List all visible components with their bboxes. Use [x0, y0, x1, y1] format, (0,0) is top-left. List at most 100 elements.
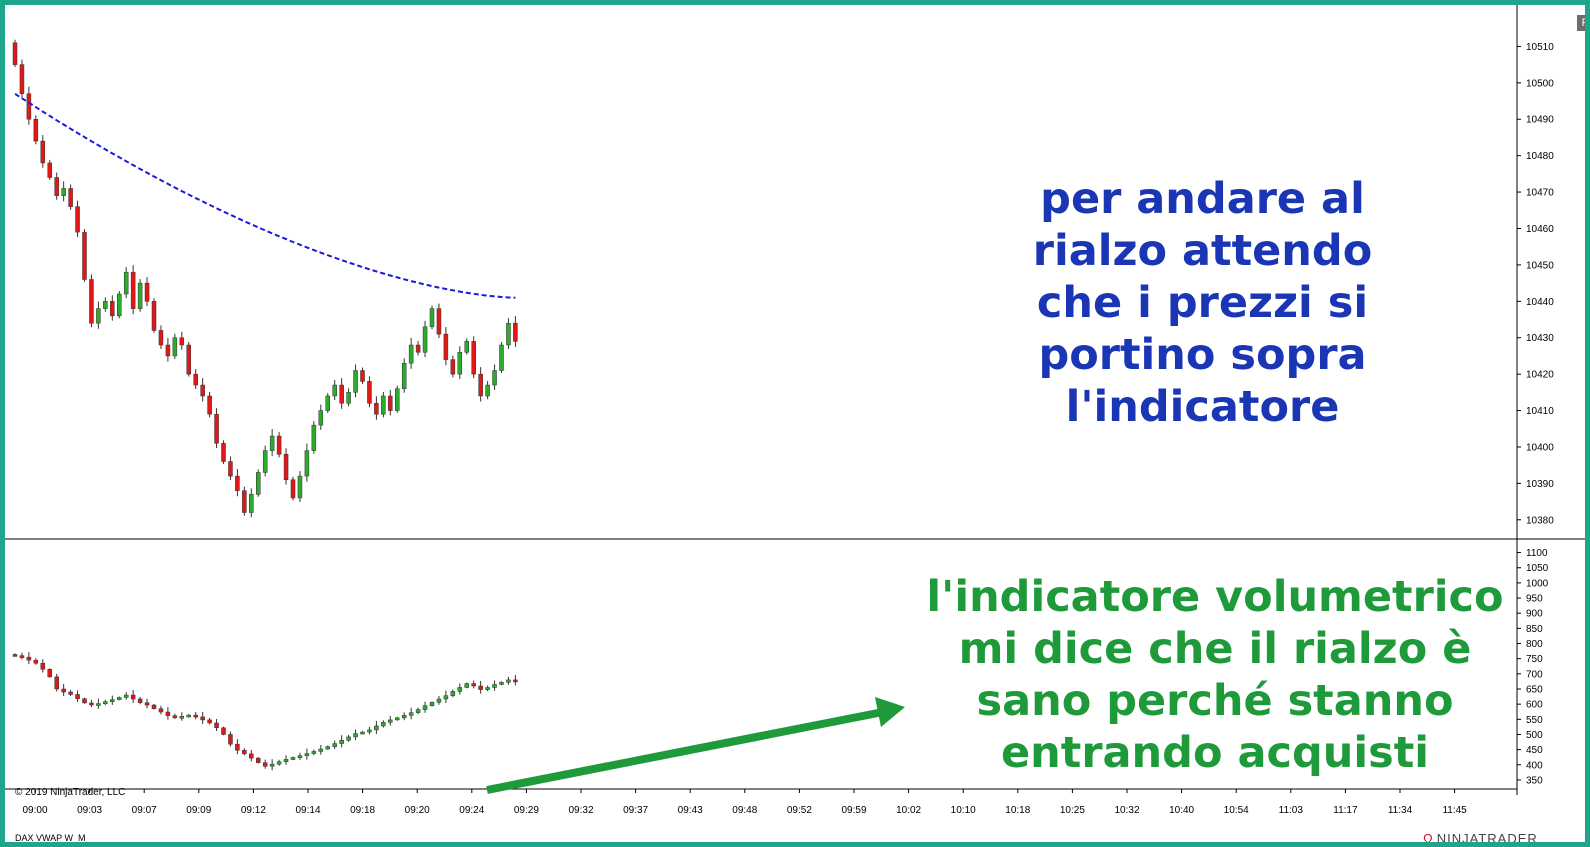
price-y-tick-label: 10510 — [1526, 42, 1554, 53]
volume-candle — [228, 734, 233, 745]
price-candle — [485, 384, 490, 397]
price-candle — [68, 188, 73, 207]
x-tick-label: 10:10 — [951, 805, 976, 816]
x-tick-label: 09:18 — [350, 805, 375, 816]
x-tick-label: 10:54 — [1224, 805, 1249, 816]
volume-candle — [89, 702, 94, 706]
price-y-tick-label: 10450 — [1526, 260, 1554, 271]
price-y-tick-label: 10440 — [1526, 297, 1554, 308]
x-tick-label: 11:17 — [1333, 805, 1358, 816]
chart-canvas[interactable]: 10380 10390 10400 10410 10420 10430 10440 10450… — [5, 5, 1585, 842]
price-candle — [506, 322, 511, 346]
volume-y-tick-label: 650 — [1526, 684, 1543, 695]
volume-candle — [33, 659, 39, 664]
volume-y-tick-label: 700 — [1526, 669, 1543, 680]
volume-candle — [318, 748, 324, 752]
x-tick-label: 11:34 — [1388, 805, 1413, 816]
price-candle — [346, 392, 351, 404]
price-candle — [82, 231, 87, 280]
price-candle — [256, 472, 261, 495]
price-candle — [40, 140, 46, 164]
price-candle — [339, 384, 344, 404]
volume-candle — [61, 688, 66, 693]
price-y-tick-label: 10380 — [1526, 515, 1554, 526]
x-tick-label: 10:32 — [1114, 805, 1139, 816]
volume-candle — [297, 755, 303, 758]
volume-y-tick-label: 400 — [1526, 760, 1543, 771]
x-tick-label: 09:37 — [623, 805, 648, 816]
volume-candle — [360, 731, 365, 735]
volume-candle — [450, 691, 456, 696]
volume-candle — [256, 757, 261, 763]
ninjatrader-logo: Ω NINJATRADER — [1423, 831, 1538, 842]
price-candle — [151, 301, 157, 331]
volume-candle — [242, 749, 247, 755]
price-candle — [110, 301, 115, 317]
volume-candle — [103, 701, 108, 704]
price-candle — [200, 384, 205, 397]
volume-candle — [478, 685, 483, 690]
volume-y-tick-label: 950 — [1526, 594, 1543, 605]
x-tick-label: 09:29 — [514, 805, 539, 816]
volume-candle — [200, 716, 205, 721]
price-y-tick-label: 10490 — [1526, 115, 1554, 126]
trend-arrow-head — [875, 697, 905, 727]
price-y-tick-label: 10480 — [1526, 151, 1554, 162]
volume-candle — [19, 655, 25, 658]
price-candle — [401, 362, 407, 389]
x-tick-label: 09:20 — [405, 805, 430, 816]
price-candle — [33, 118, 39, 142]
volume-y-tick-label: 450 — [1526, 745, 1543, 756]
price-candle — [408, 344, 414, 364]
price-candle — [158, 330, 164, 346]
f-button[interactable]: F — [1577, 15, 1585, 31]
volume-y-tick-label: 850 — [1526, 624, 1543, 635]
price-candle — [117, 293, 122, 317]
volume-candle — [346, 736, 351, 741]
x-tick-label: 11:03 — [1279, 805, 1304, 816]
volume-candle — [513, 679, 518, 683]
volume-candle — [158, 708, 164, 713]
volume-candle — [68, 691, 73, 695]
volume-candle — [339, 739, 344, 744]
x-tick-label: 10:02 — [896, 805, 921, 816]
price-candle — [165, 344, 171, 357]
price-candle — [75, 206, 80, 233]
price-candle — [311, 424, 317, 451]
price-candle — [172, 337, 178, 357]
volume-candle — [429, 702, 435, 706]
volume-candle — [235, 743, 240, 751]
x-tick-label: 09:32 — [568, 805, 593, 816]
price-y-tick-label: 10500 — [1526, 78, 1554, 89]
volume-candle — [506, 679, 511, 683]
price-candle — [332, 384, 337, 397]
volume-candle — [471, 683, 476, 687]
price-candle — [388, 395, 393, 411]
volume-y-tick-label: 1100 — [1526, 548, 1548, 559]
volume-candle — [151, 704, 157, 709]
volume-candle — [54, 676, 59, 690]
price-candle — [54, 177, 59, 196]
trend-arrow-shaft — [486, 708, 884, 794]
x-tick-label: 09:59 — [841, 805, 866, 816]
volume-candle — [276, 761, 282, 765]
price-candle — [214, 413, 219, 444]
volume-candle — [96, 703, 101, 706]
price-candle — [144, 282, 150, 302]
price-candle — [304, 450, 310, 477]
x-tick-label: 10:18 — [1005, 805, 1030, 816]
volume-candle — [353, 733, 358, 738]
price-candle — [130, 271, 136, 309]
volume-y-tick-label: 550 — [1526, 715, 1543, 726]
x-tick-label: 09:14 — [295, 805, 320, 816]
volume-y-tick-label: 350 — [1526, 775, 1543, 786]
volume-candle — [179, 716, 185, 719]
price-candle — [395, 388, 400, 411]
volume-candle — [492, 684, 497, 688]
volume-candle — [367, 729, 372, 733]
volume-candle — [395, 717, 400, 721]
volume-candle — [388, 719, 393, 723]
price-candle — [415, 344, 421, 353]
price-candle — [262, 450, 268, 473]
volume-candle — [262, 762, 268, 767]
